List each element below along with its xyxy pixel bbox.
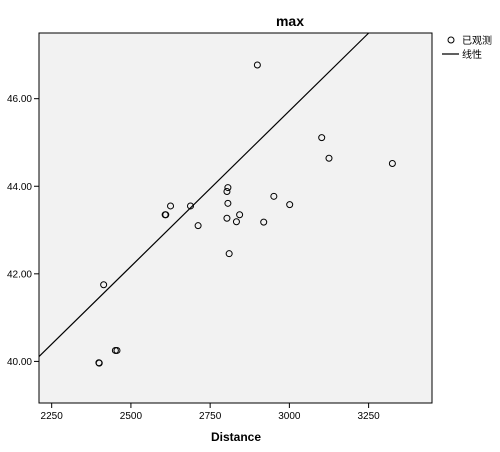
observed-point: [318, 134, 326, 142]
x-axis: 2250 2500 2750 3000 3250: [41, 403, 380, 422]
observed-point: [232, 218, 240, 226]
x-tick-label: 2750: [199, 411, 222, 422]
y-tick-label: 46.00: [7, 94, 32, 105]
observed-point: [260, 218, 268, 226]
observed-point: [95, 359, 103, 367]
observed-point: [253, 61, 261, 69]
observed-point: [224, 184, 232, 192]
y-tick-label: 40.00: [7, 357, 32, 368]
legend-observed-marker: [447, 36, 455, 44]
plot-area: [38, 32, 433, 404]
observed-point: [186, 202, 194, 210]
x-tick-label: 2250: [41, 411, 64, 422]
observed-point: [388, 159, 396, 167]
x-tick-label: 3250: [357, 411, 380, 422]
y-axis: 40.00 42.00 44.00 46.00: [7, 94, 39, 368]
observed-point: [113, 346, 121, 354]
observed-point: [162, 211, 170, 219]
observed-point: [225, 250, 233, 258]
legend-linear-label: 线性: [462, 48, 482, 61]
legend: 已观测 线性: [442, 34, 492, 61]
observed-point: [224, 199, 232, 207]
observed-point: [167, 202, 175, 210]
legend-observed-label: 已观测: [462, 34, 492, 47]
observed-point: [236, 211, 244, 219]
observed-point: [194, 222, 202, 230]
fit-line-layer: [38, 32, 370, 358]
observed-point: [100, 281, 108, 289]
x-tick-label: 3000: [278, 411, 301, 422]
x-axis-label: Distance: [211, 430, 261, 444]
x-tick-label: 2500: [120, 411, 143, 422]
observed-point: [223, 188, 231, 196]
linear-fit-line: [38, 32, 370, 358]
y-tick-label: 42.00: [7, 269, 32, 280]
chart-title: max: [276, 13, 304, 29]
observed-point: [270, 192, 278, 200]
observed-point: [286, 201, 294, 209]
y-tick-label: 44.00: [7, 182, 32, 193]
observed-point: [325, 154, 333, 162]
data-points: [95, 61, 396, 367]
observed-point: [223, 214, 231, 222]
